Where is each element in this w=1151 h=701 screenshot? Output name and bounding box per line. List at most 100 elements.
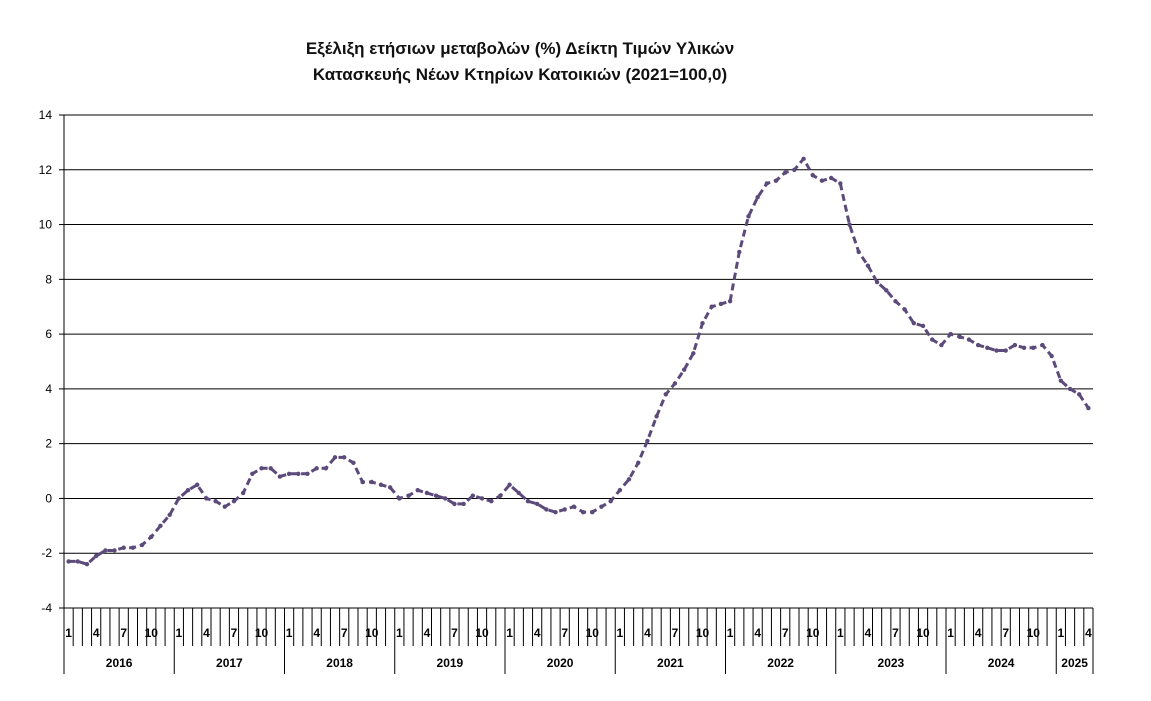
data-point [700, 320, 705, 326]
data-point [525, 498, 531, 504]
data-point [268, 466, 273, 471]
data-point [948, 331, 953, 337]
data-point [1067, 386, 1073, 392]
data-point [213, 498, 218, 504]
x-year-label: 2018 [326, 656, 353, 670]
y-tick-label: 12 [39, 163, 53, 177]
data-point [1021, 345, 1027, 351]
data-point [84, 561, 90, 567]
x-month-label: 4 [534, 626, 541, 640]
x-month-label: 7 [231, 626, 238, 640]
x-month-label: 7 [892, 626, 899, 640]
data-point [433, 493, 439, 498]
x-month-label: 4 [203, 626, 210, 640]
x-month-label: 4 [644, 626, 651, 640]
y-tick-label: -4 [41, 601, 52, 615]
data-point [314, 466, 319, 471]
x-month-label: 1 [176, 626, 183, 640]
x-month-label: 7 [120, 626, 127, 640]
chart-title-line-1: Εξέλιξη ετήσιων μεταβολών (%) Δείκτη Τιμ… [305, 39, 735, 58]
data-point [222, 504, 227, 509]
data-point [663, 392, 668, 397]
x-month-label: 10 [806, 626, 820, 640]
data-point [654, 414, 659, 419]
data-point [1012, 342, 1018, 348]
data-point [1086, 405, 1091, 411]
data-point [755, 194, 760, 200]
data-point [783, 170, 788, 175]
data-point [277, 474, 283, 479]
data-point [562, 507, 567, 512]
x-month-label: 1 [947, 626, 954, 640]
x-month-label: 7 [451, 626, 458, 640]
x-month-label: 1 [1058, 626, 1065, 640]
data-point [204, 496, 209, 501]
data-point [737, 249, 742, 255]
data-point [332, 455, 338, 460]
data-point [828, 175, 834, 181]
data-point [580, 509, 586, 515]
data-point [544, 507, 549, 512]
y-tick-label: 14 [39, 108, 53, 122]
x-month-label: 10 [696, 626, 710, 640]
data-point [378, 482, 384, 487]
data-point [305, 471, 310, 476]
data-point [470, 493, 476, 498]
data-point [1058, 378, 1064, 383]
x-month-label: 10 [365, 626, 379, 640]
x-month-label: 1 [65, 626, 72, 640]
data-point [792, 167, 797, 172]
data-point [764, 181, 770, 186]
data-point [709, 304, 714, 309]
data-point [231, 498, 237, 504]
data-point [479, 496, 485, 501]
x-year-label: 2022 [767, 656, 794, 670]
data-point [507, 482, 512, 487]
x-month-label: 7 [1002, 626, 1009, 640]
data-point [865, 263, 871, 268]
data-point [167, 512, 172, 518]
data-point [130, 545, 136, 550]
data-point [296, 471, 301, 476]
data-point [323, 466, 329, 471]
data-point [240, 490, 246, 496]
data-point [718, 301, 724, 307]
data-point [342, 455, 347, 460]
chart-title: Εξέλιξη ετήσιων μεταβολών (%) Δείκτη Τιμ… [200, 36, 840, 88]
y-axis: -4 -2 0 2 4 6 8 10 12 14 [39, 108, 65, 615]
x-month-label: 4 [754, 626, 761, 640]
data-point [452, 501, 457, 507]
data-point [636, 460, 641, 466]
x-year-label: 2024 [988, 656, 1015, 670]
data-point [176, 496, 182, 501]
data-point [66, 559, 71, 564]
series-line [68, 157, 1090, 566]
data-point [874, 279, 880, 285]
x-month-label: 7 [782, 626, 789, 640]
x-month-label: 10 [916, 626, 930, 640]
x-month-label: 1 [506, 626, 513, 640]
data-point [1077, 392, 1082, 397]
y-tick-label: 2 [45, 437, 52, 451]
data-point [819, 178, 825, 183]
data-point [930, 337, 935, 342]
x-month-label: 4 [93, 626, 100, 640]
x-month-label: 10 [145, 626, 159, 640]
data-point [985, 345, 990, 351]
x-month-label: 4 [313, 626, 320, 640]
data-point [727, 299, 733, 304]
data-point [617, 488, 623, 493]
x-month-label: 10 [1027, 626, 1041, 640]
data-point [424, 490, 430, 496]
data-point [75, 559, 80, 564]
data-point [920, 323, 926, 329]
y-tick-label: 8 [45, 272, 52, 286]
data-point [884, 288, 889, 293]
data-point [994, 348, 999, 353]
y-tick-label: -2 [41, 546, 52, 560]
chart-title-line-2: Κατασκευής Νέων Κτηρίων Κατοικιών (2021=… [312, 65, 728, 84]
data-point [259, 466, 264, 471]
data-point [691, 351, 696, 356]
x-year-label: 2017 [216, 656, 243, 670]
data-point [847, 222, 852, 227]
